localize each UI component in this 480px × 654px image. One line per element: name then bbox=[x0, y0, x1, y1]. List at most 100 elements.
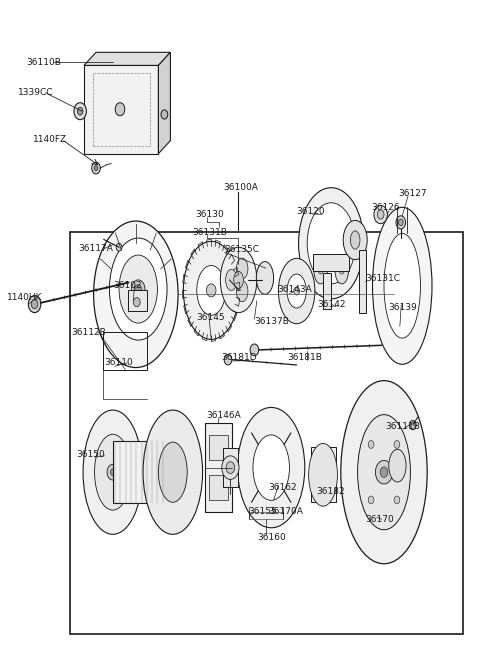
Circle shape bbox=[318, 267, 323, 274]
Text: 36127: 36127 bbox=[398, 189, 427, 198]
Circle shape bbox=[394, 441, 400, 449]
Ellipse shape bbox=[341, 381, 427, 564]
Circle shape bbox=[380, 467, 388, 477]
Ellipse shape bbox=[335, 258, 348, 284]
Ellipse shape bbox=[197, 266, 226, 315]
Text: 36135C: 36135C bbox=[225, 245, 260, 254]
Circle shape bbox=[133, 298, 140, 307]
Circle shape bbox=[31, 300, 38, 309]
Circle shape bbox=[28, 296, 41, 313]
Circle shape bbox=[409, 421, 416, 430]
Bar bbox=[223, 448, 238, 487]
Circle shape bbox=[110, 469, 115, 475]
Circle shape bbox=[374, 205, 387, 224]
Ellipse shape bbox=[94, 221, 178, 368]
Polygon shape bbox=[84, 65, 158, 154]
Ellipse shape bbox=[158, 442, 187, 502]
Circle shape bbox=[368, 441, 374, 449]
Circle shape bbox=[224, 354, 232, 365]
Ellipse shape bbox=[236, 281, 248, 301]
Ellipse shape bbox=[234, 271, 243, 288]
Circle shape bbox=[161, 110, 168, 119]
Ellipse shape bbox=[238, 407, 305, 528]
Circle shape bbox=[92, 162, 100, 174]
Circle shape bbox=[339, 267, 344, 274]
Text: 36139: 36139 bbox=[388, 303, 417, 312]
Text: 36160: 36160 bbox=[257, 533, 286, 542]
Ellipse shape bbox=[143, 410, 203, 534]
Circle shape bbox=[77, 107, 83, 115]
Ellipse shape bbox=[236, 258, 248, 279]
Ellipse shape bbox=[389, 449, 406, 482]
Text: 36110B: 36110B bbox=[26, 58, 61, 67]
Ellipse shape bbox=[83, 410, 143, 534]
Text: 1140FZ: 1140FZ bbox=[33, 135, 67, 144]
Text: 36112B: 36112B bbox=[71, 328, 106, 337]
Polygon shape bbox=[84, 52, 170, 65]
Text: 36145: 36145 bbox=[196, 313, 225, 322]
Text: 36162: 36162 bbox=[268, 483, 297, 492]
Bar bbox=[359, 250, 366, 313]
Bar bbox=[205, 423, 232, 512]
Circle shape bbox=[132, 280, 145, 298]
Bar bbox=[209, 435, 228, 460]
Ellipse shape bbox=[299, 188, 364, 299]
Text: 36170A: 36170A bbox=[268, 507, 303, 516]
Ellipse shape bbox=[226, 269, 237, 290]
Text: 36120: 36120 bbox=[297, 207, 325, 216]
Ellipse shape bbox=[253, 435, 289, 500]
Bar bbox=[93, 73, 150, 146]
Text: 36117A: 36117A bbox=[78, 244, 113, 253]
Circle shape bbox=[206, 284, 216, 297]
Ellipse shape bbox=[183, 241, 239, 339]
Bar bbox=[209, 475, 228, 500]
Text: 36137B: 36137B bbox=[254, 317, 289, 326]
Text: 36181D: 36181D bbox=[222, 353, 257, 362]
Text: 36170: 36170 bbox=[365, 515, 394, 525]
Circle shape bbox=[94, 165, 98, 171]
Ellipse shape bbox=[220, 247, 257, 313]
Circle shape bbox=[398, 219, 403, 226]
Text: 36146A: 36146A bbox=[206, 411, 241, 420]
Text: 36142: 36142 bbox=[318, 300, 346, 309]
Ellipse shape bbox=[343, 220, 367, 260]
Ellipse shape bbox=[307, 203, 355, 284]
Ellipse shape bbox=[358, 415, 410, 530]
Circle shape bbox=[368, 496, 374, 504]
Ellipse shape bbox=[309, 443, 337, 506]
Circle shape bbox=[135, 284, 142, 294]
Circle shape bbox=[294, 287, 300, 295]
Text: 36182: 36182 bbox=[316, 487, 345, 496]
Ellipse shape bbox=[95, 434, 131, 510]
Text: 36100A: 36100A bbox=[224, 183, 259, 192]
Text: 36150: 36150 bbox=[76, 450, 105, 459]
Ellipse shape bbox=[119, 255, 157, 323]
Bar bbox=[103, 332, 147, 370]
Text: 36130: 36130 bbox=[195, 210, 224, 219]
Text: 36102: 36102 bbox=[113, 281, 142, 290]
Text: 36181B: 36181B bbox=[287, 353, 322, 362]
Text: 36110: 36110 bbox=[105, 358, 133, 368]
Text: 36131B: 36131B bbox=[192, 228, 227, 237]
Text: 36111B: 36111B bbox=[385, 422, 420, 431]
Bar bbox=[113, 441, 173, 503]
Bar bbox=[311, 447, 336, 502]
Bar bbox=[323, 273, 331, 309]
Text: 1140HK: 1140HK bbox=[7, 293, 43, 302]
Ellipse shape bbox=[314, 258, 327, 284]
Text: 36143A: 36143A bbox=[277, 285, 312, 294]
Bar bbox=[249, 512, 283, 519]
Ellipse shape bbox=[287, 274, 306, 308]
Circle shape bbox=[396, 216, 406, 229]
Circle shape bbox=[222, 456, 239, 479]
Polygon shape bbox=[158, 52, 170, 154]
Ellipse shape bbox=[384, 233, 420, 338]
Ellipse shape bbox=[350, 231, 360, 249]
Circle shape bbox=[377, 210, 384, 219]
Text: 36131C: 36131C bbox=[365, 274, 400, 283]
Ellipse shape bbox=[109, 238, 167, 340]
Ellipse shape bbox=[256, 262, 274, 294]
Bar bbox=[313, 254, 349, 271]
Circle shape bbox=[394, 496, 400, 504]
Circle shape bbox=[250, 344, 259, 356]
